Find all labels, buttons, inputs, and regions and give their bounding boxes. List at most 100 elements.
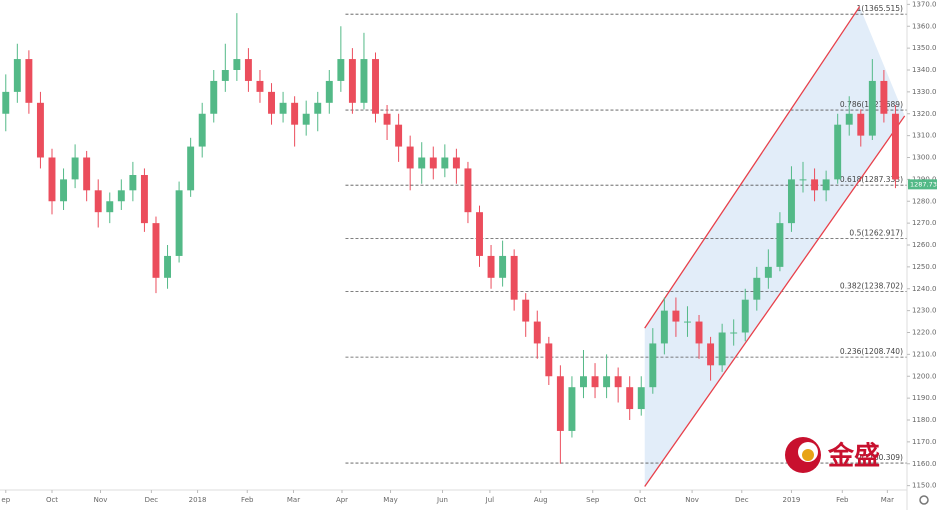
candle-body [522, 299, 530, 322]
x-tick-label: Feb [241, 496, 254, 504]
x-tick-label: Jun [436, 496, 448, 504]
y-tick-label: 1280.000 [912, 197, 937, 205]
fib-label: 0.382(1238.702) [840, 282, 903, 291]
candle-body [499, 255, 507, 278]
y-tick-label: 1340.000 [912, 66, 937, 74]
x-tick-label: Aug [534, 496, 548, 504]
candle-body [94, 190, 102, 213]
candle-body [83, 157, 91, 191]
candle-body [707, 343, 715, 366]
x-tick-label: Mar [881, 496, 894, 504]
x-tick-label: Apr [336, 496, 348, 504]
channel-fill [644, 6, 905, 487]
y-tick-label: 1350.000 [912, 44, 937, 52]
candle-body [660, 310, 668, 344]
x-tick-label: Mar [287, 496, 300, 504]
candle-body [406, 146, 414, 169]
candle-body [187, 146, 195, 191]
y-tick-label: 1320.000 [912, 110, 937, 118]
y-tick-label: 1310.000 [912, 132, 937, 140]
x-tick-label: Dec [145, 496, 159, 504]
candle-body [291, 102, 299, 125]
x-tick-label: 2019 [783, 496, 801, 504]
candle-body [348, 59, 356, 103]
candle-body [614, 376, 622, 388]
candle-body [545, 343, 553, 377]
x-tick-label: 2018 [189, 496, 207, 504]
candle-body [71, 157, 79, 180]
x-tick-label: Feb [836, 496, 849, 504]
candle-body [372, 59, 379, 114]
candle-body [857, 113, 865, 136]
fib-label: 0(1160.309) [857, 453, 903, 462]
last-price-box [908, 179, 937, 190]
candle-body [256, 80, 264, 92]
candle-body [268, 91, 275, 114]
candle-body [695, 321, 703, 344]
candle-body [753, 277, 761, 300]
x-tick-label: Dec [735, 496, 749, 504]
candle-body [129, 175, 137, 191]
candle-body [464, 168, 472, 213]
x-tick-label: Sep [586, 496, 600, 504]
candle-body [175, 190, 183, 256]
y-tick-label: 1370.000 [912, 0, 937, 8]
candle-body [418, 157, 426, 169]
candle-body [164, 255, 172, 278]
y-tick-label: 1150.000 [912, 482, 937, 490]
fib-label: 0.618(1287.333) [840, 175, 903, 184]
candle-body [13, 59, 21, 92]
channel-line [644, 6, 861, 329]
candle-body [672, 310, 680, 322]
candle-body [152, 223, 160, 278]
y-tick-label: 1260.000 [912, 241, 937, 249]
y-tick-label: 1270.000 [912, 219, 937, 227]
candle-body [811, 179, 819, 191]
last-price-label: 1287.730 [910, 180, 937, 188]
y-tick-label: 1300.000 [912, 154, 937, 162]
candle-body [337, 59, 345, 81]
fib-label: 1(1365.515) [857, 4, 903, 13]
fib-label: 0.236(1208.740) [840, 347, 903, 356]
candle-body [210, 80, 218, 114]
candle-body [106, 201, 114, 213]
y-tick-label: 1330.000 [912, 88, 937, 96]
candle-body [452, 157, 460, 169]
candle-body [868, 80, 876, 136]
x-tick-label: Jul [485, 496, 495, 504]
candle-body [487, 255, 495, 278]
y-tick-label: 1190.000 [912, 394, 937, 402]
candle-body [799, 179, 807, 181]
candle-body [117, 190, 125, 202]
x-tick-label: Nov [94, 496, 108, 504]
watermark: 金盛 [827, 441, 880, 472]
x-tick-label: ep [1, 496, 10, 504]
candle-body [822, 179, 830, 191]
y-tick-label: 1220.000 [912, 329, 937, 337]
candle-body [476, 212, 483, 256]
y-tick-label: 1240.000 [912, 285, 937, 293]
candle-body [25, 59, 33, 103]
candle-body [603, 376, 611, 388]
candle-body [314, 102, 322, 114]
candle-body [36, 102, 44, 158]
candle-body [568, 387, 576, 431]
x-tick-label: Oct [46, 496, 58, 504]
plot-area: 1(1365.515)0.786(1321.689)0.618(1287.333… [2, 4, 907, 487]
y-tick-label: 1230.000 [912, 307, 937, 315]
candle-body [626, 387, 634, 410]
candle-body [60, 179, 68, 202]
candle-body [637, 387, 645, 410]
candle-body [360, 59, 368, 103]
candle-body [244, 59, 252, 81]
gear[interactable] [919, 495, 929, 505]
candle-body [140, 175, 148, 224]
candle-body [649, 343, 657, 388]
fib-label: 0.5(1262.917) [849, 229, 903, 238]
candle-body [302, 113, 310, 125]
settings-icon[interactable] [919, 495, 929, 505]
candle-body [718, 332, 726, 366]
x-tick-label: Oct [634, 496, 646, 504]
candle-body [556, 376, 564, 431]
